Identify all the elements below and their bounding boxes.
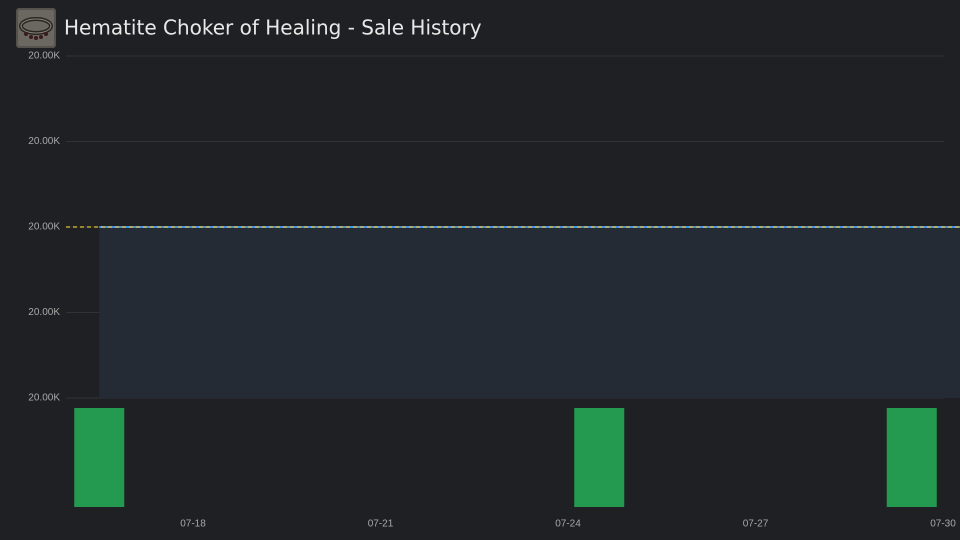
y-tick-label: 20.00K	[28, 136, 60, 147]
price-area	[99, 227, 960, 398]
x-tick-label: 07-24	[555, 519, 581, 530]
y-tick-label: 20.00K	[28, 307, 60, 318]
x-tick-label: 07-18	[180, 519, 206, 530]
item-icon	[16, 8, 56, 48]
y-tick-label: 20.00K	[28, 222, 60, 233]
y-tick-label: 20.00K	[28, 51, 60, 62]
x-tick-label: 07-21	[368, 519, 394, 530]
volume-bar	[886, 408, 937, 507]
y-tick-label: 20.00K	[28, 393, 60, 404]
volume-bar	[74, 408, 125, 507]
title: Hematite Choker of Healing - Sale Histor…	[64, 16, 482, 40]
x-tick-label: 07-30	[930, 519, 956, 530]
x-tick-label: 07-27	[743, 519, 769, 530]
volume-bar	[574, 408, 625, 507]
